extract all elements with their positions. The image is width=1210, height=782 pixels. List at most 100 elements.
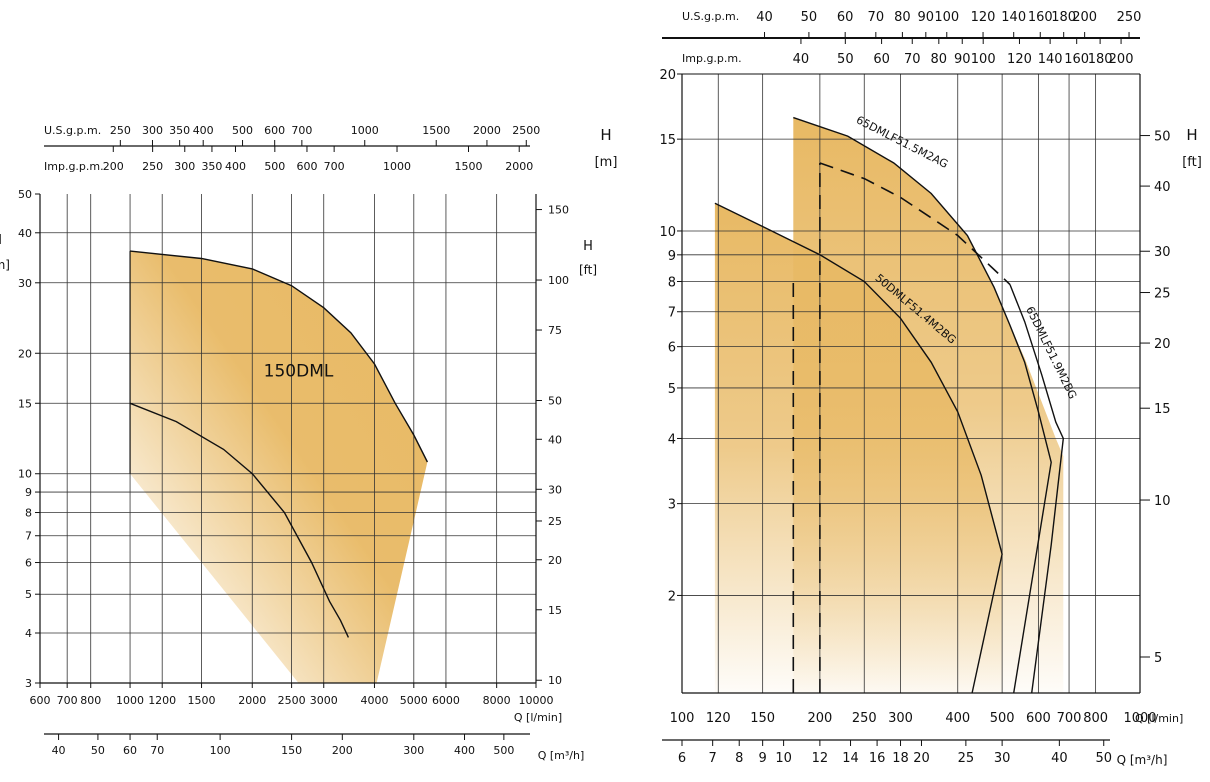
x-tick-label: 5000: [400, 694, 428, 707]
x-tick-label: 300: [888, 711, 913, 726]
impgpm-label: Imp.g.p.m.: [44, 160, 104, 173]
impgpm-label: Imp.g.p.m.: [682, 52, 742, 65]
usgpm-tick-label: 700: [291, 124, 312, 137]
ft-tick-label: 150: [548, 204, 569, 217]
impgpm-tick-label: 2000: [505, 160, 533, 173]
ft-tick-label: 15: [548, 604, 562, 617]
usgpm-tick-label: 300: [142, 124, 163, 137]
x-tick-label-end: 1000: [1123, 711, 1156, 726]
x-tick-label: 800: [1083, 711, 1108, 726]
y-tick-label: 9: [668, 249, 676, 264]
impgpm-tick-label: 180: [1088, 52, 1113, 67]
impgpm-tick-label: 1000: [383, 160, 411, 173]
impgpm-tick-label: 120: [1007, 52, 1032, 67]
usgpm-tick-label: 40: [756, 10, 773, 25]
y-tick-label: 40: [18, 227, 32, 240]
m3h-tick-label: 150: [281, 744, 302, 757]
ylabel-right-h: H: [583, 239, 593, 254]
y-tick-label: 20: [659, 68, 676, 83]
y-tick-label: 7: [25, 530, 32, 543]
x-tick-label: 400: [945, 711, 970, 726]
m3h-tick-label: 8: [735, 751, 743, 766]
usgpm-tick-label: 600: [264, 124, 285, 137]
x-tick-label: 600: [1026, 711, 1051, 726]
usgpm-tick-label: 2000: [473, 124, 501, 137]
m3h-tick-label: 50: [91, 744, 105, 757]
usgpm-tick-label: 180: [1051, 10, 1076, 25]
m3h-tick-label: 40: [52, 744, 66, 757]
series-65DMLF51.5M2AG: [793, 116, 1052, 694]
ft-tick-label: 40: [1154, 180, 1171, 195]
m3h-tick-label: 10: [775, 751, 792, 766]
usgpm-tick-label: 400: [193, 124, 214, 137]
m3h-tick-label: 50: [1095, 751, 1112, 766]
usgpm-tick-label: 200: [1072, 10, 1097, 25]
x-tick-label: 250: [852, 711, 877, 726]
impgpm-tick-label: 400: [225, 160, 246, 173]
y-tick-label: 15: [18, 397, 32, 410]
impgpm-tick-label: 50: [837, 52, 854, 67]
ft-tick-label: 75: [548, 324, 562, 337]
usgpm-tick-label: 50: [801, 10, 818, 25]
ft-tick-label: 5: [1154, 651, 1162, 666]
area-envelope-2: [793, 117, 1064, 694]
usgpm-tick-label: 80: [894, 10, 911, 25]
m3h-tick-label: 40: [1051, 751, 1068, 766]
y-tick-label: 3: [668, 498, 676, 513]
impgpm-tick-label: 60: [873, 52, 890, 67]
m3h-tick-label: 20: [913, 751, 930, 766]
m3h-tick-label: 25: [958, 751, 975, 766]
usgpm-tick-label: 160: [1028, 10, 1053, 25]
x-tick-label: 2000: [238, 694, 266, 707]
usgpm-tick-label: 100: [934, 10, 959, 25]
y-tick-label: 20: [18, 347, 32, 360]
y-tick-label: 8: [25, 507, 32, 520]
usgpm-tick-label: 140: [1001, 10, 1026, 25]
m3h-tick-label: 200: [332, 744, 353, 757]
m3h-tick-label: 12: [812, 751, 829, 766]
x-tick-label: 1200: [148, 694, 176, 707]
ft-tick-label: 50: [548, 395, 562, 408]
ylabel-left-h: H: [600, 126, 611, 144]
impgpm-tick-label: 200: [1109, 52, 1134, 67]
series-50DMLF51.4M2BG: [714, 202, 1003, 694]
y-tick-label: 7: [668, 306, 676, 321]
ft-tick-label: 50: [1154, 130, 1171, 145]
impgpm-tick-label: 300: [174, 160, 195, 173]
x-tick-label: 700: [57, 694, 78, 707]
ft-tick-label: 15: [1154, 402, 1171, 417]
y-tick-label: 8: [668, 276, 676, 291]
ft-tick-label: 25: [1154, 287, 1171, 302]
usgpm-tick-label: 90: [918, 10, 935, 25]
usgpm-tick-label: 350: [169, 124, 190, 137]
usgpm-label: U.S.g.p.m.: [44, 124, 101, 137]
usgpm-label: U.S.g.p.m.: [682, 10, 739, 23]
usgpm-tick-label: 250: [1117, 10, 1142, 25]
impgpm-tick-label: 80: [931, 52, 948, 67]
x2label: Q [m³/h]: [538, 749, 585, 762]
ylabel-left-unit: [m]: [0, 258, 10, 272]
impgpm-tick-label: 90: [954, 52, 971, 67]
y-tick-label: 30: [18, 277, 32, 290]
m3h-tick-label: 6: [678, 751, 686, 766]
ft-tick-label: 20: [548, 554, 562, 567]
m3h-tick-label: 30: [994, 751, 1011, 766]
impgpm-tick-label: 100: [971, 52, 996, 67]
y-tick-label: 6: [668, 341, 676, 356]
envelope-curve: [130, 250, 429, 463]
y-tick-label: 10: [18, 468, 32, 481]
y-tick-label: 4: [668, 432, 676, 447]
x-tick-label: 1000: [116, 694, 144, 707]
y-tick-label: 4: [25, 627, 32, 640]
ylabel-right-unit: [ft]: [579, 263, 597, 277]
usgpm-tick-label: 70: [868, 10, 885, 25]
ft-tick-label: 100: [548, 274, 569, 287]
m3h-tick-label: 300: [403, 744, 424, 757]
m3h-tick-label: 7: [709, 751, 717, 766]
series-65DMLF51.9M2BG: [1009, 284, 1065, 694]
usgpm-tick-label: 1500: [422, 124, 450, 137]
ft-tick-label: 25: [548, 515, 562, 528]
impgpm-tick-label: 500: [264, 160, 285, 173]
